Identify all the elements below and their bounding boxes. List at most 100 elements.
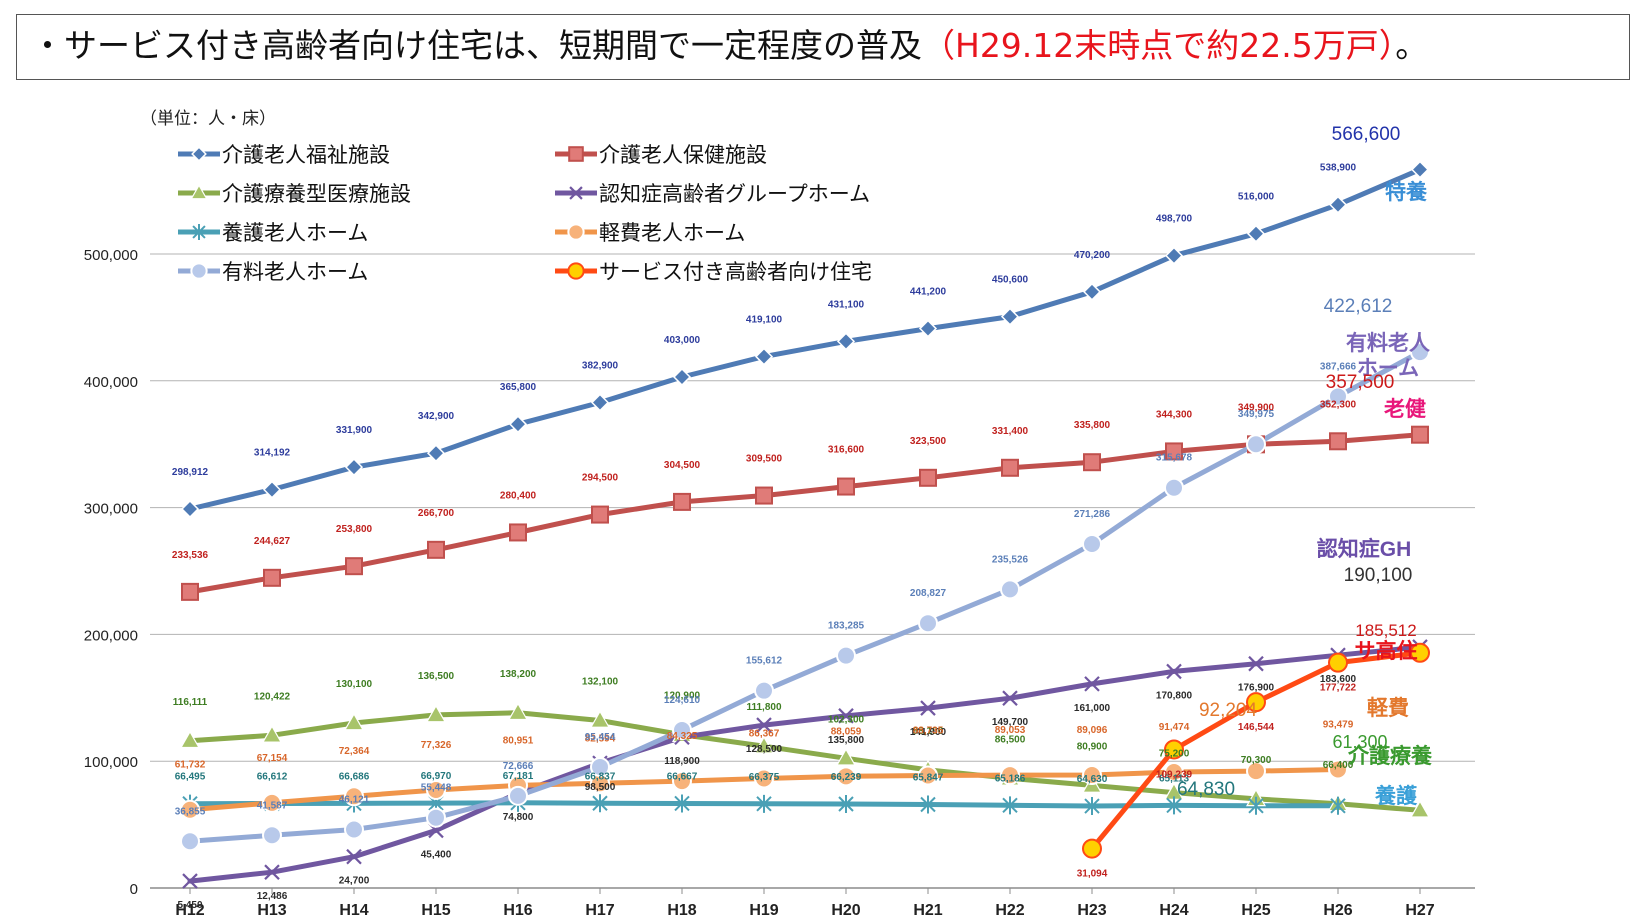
- data-point-roken: [837, 477, 855, 496]
- data-label-ryoyo: 132,100: [582, 676, 619, 687]
- data-label-yuryo: 349,975: [1238, 409, 1275, 420]
- data-label-yuryo: 36,855: [175, 806, 206, 817]
- data-label-keihi: 84,325: [667, 731, 698, 742]
- data-label-roken: 316,600: [828, 445, 865, 456]
- data-label-ryoyo: 116,111: [173, 697, 208, 708]
- data-point-yuryo: [262, 825, 282, 846]
- data-label-ryoyo: 138,200: [500, 669, 537, 680]
- data-label-tokuyou: 298,912: [172, 467, 209, 478]
- end-name-tokuyou: 特養: [1385, 180, 1428, 204]
- data-label-yogo: 66,686: [339, 771, 370, 782]
- data-point-yuryo: [344, 819, 364, 840]
- data-point-sako: [1164, 739, 1184, 760]
- x-tick-label: H17: [585, 902, 614, 919]
- data-point-tokuyou: [1000, 307, 1020, 326]
- data-point-ryoyo: [343, 712, 365, 731]
- data-point-keihi: [1328, 759, 1348, 780]
- data-point-yogo: [756, 794, 772, 813]
- data-point-tokuyou: [1082, 282, 1102, 301]
- data-label-yogo: 66,375: [749, 772, 780, 783]
- data-point-tokuyou: [1328, 195, 1348, 214]
- data-point-keihi: [1082, 765, 1102, 786]
- data-point-gh: [1002, 690, 1018, 706]
- x-tick-label: H20: [831, 902, 860, 919]
- data-label-roken: 335,800: [1074, 420, 1111, 431]
- data-point-yuryo: [1164, 477, 1184, 498]
- data-label-gh: 98,500: [585, 782, 616, 793]
- data-point-yuryo: [1246, 434, 1266, 455]
- y-tick-label: 200,000: [84, 627, 138, 644]
- data-label-keihi: 72,364: [339, 746, 370, 757]
- data-point-yuryo: [426, 807, 446, 828]
- legend-marker-yogo: [192, 224, 206, 240]
- data-point-yuryo: [918, 613, 938, 634]
- data-point-tokuyou: [590, 393, 610, 412]
- data-point-tokuyou: [1164, 246, 1184, 265]
- end-name-yuryo: 有料老人: [1346, 331, 1430, 355]
- data-label-tokuyou: 431,100: [828, 299, 865, 310]
- data-point-gh: [346, 848, 362, 865]
- legend-marker-keihi: [567, 223, 585, 241]
- data-label-keihi: 80,951: [503, 735, 534, 746]
- end-value-gh: 190,100: [1344, 565, 1413, 586]
- data-point-tokuyou: [1410, 160, 1430, 179]
- data-label-sako: 109,239: [1156, 769, 1193, 780]
- data-label-tokuyou: 498,700: [1156, 214, 1193, 225]
- legend-marker-yuryo: [190, 262, 208, 280]
- data-point-gh: [838, 708, 854, 724]
- data-label-tokuyou: 331,900: [336, 425, 373, 436]
- data-label-roken: 294,500: [582, 473, 619, 484]
- data-point-keihi: [1246, 761, 1266, 782]
- data-label-keihi: 77,326: [421, 740, 452, 751]
- data-label-keihi: 67,154: [257, 753, 288, 764]
- end-value-yuryo: 422,612: [1324, 296, 1393, 317]
- end-name-yuryo-2: ホーム: [1357, 357, 1419, 380]
- data-point-gh: [1248, 655, 1264, 672]
- data-label-roken: 352,300: [1320, 399, 1357, 410]
- x-tick-label: H26: [1323, 902, 1352, 919]
- data-point-yuryo: [1082, 534, 1102, 555]
- legend-label-yogo: 養護老人ホーム: [222, 222, 368, 245]
- data-label-yuryo: 183,285: [828, 621, 865, 632]
- data-point-sako: [1246, 692, 1266, 713]
- data-label-sako: 31,094: [1077, 869, 1108, 880]
- y-tick-label: 500,000: [84, 247, 138, 264]
- data-label-ryoyo: 120,422: [254, 691, 291, 702]
- data-point-roken: [1165, 442, 1183, 461]
- data-point-ryoyo: [425, 704, 447, 723]
- x-tick-label: H19: [749, 902, 778, 919]
- data-point-keihi: [1164, 762, 1184, 783]
- data-label-ryoyo: 130,100: [336, 679, 373, 690]
- data-point-yogo: [1248, 796, 1264, 815]
- data-label-yuryo: 124,610: [664, 695, 701, 706]
- data-label-ryoyo: 80,900: [1077, 741, 1108, 752]
- data-point-tokuyou: [918, 319, 938, 338]
- data-label-roken: 309,500: [746, 454, 783, 465]
- data-label-yuryo: 315,678: [1156, 453, 1193, 464]
- data-point-roken: [591, 505, 609, 524]
- data-label-roken: 331,400: [992, 426, 1029, 437]
- x-tick-label: H23: [1077, 902, 1106, 919]
- data-point-tokuyou: [1246, 224, 1266, 243]
- end-value-roken: 357,500: [1326, 372, 1395, 393]
- data-label-keihi: 86,367: [749, 728, 780, 739]
- data-point-gh: [1084, 676, 1100, 692]
- data-label-yogo: 65,113: [1159, 773, 1189, 784]
- x-tick-label: H25: [1241, 902, 1270, 919]
- data-label-yuryo: 155,612: [746, 656, 783, 667]
- legend-marker-tokuyou: [191, 146, 207, 162]
- data-point-roken: [263, 568, 281, 587]
- data-label-yogo: 67,181: [503, 771, 534, 782]
- data-label-yogo: 64,630: [1077, 774, 1108, 785]
- data-label-tokuyou: 403,000: [664, 335, 701, 346]
- series-line-roken: [187, 432, 1423, 595]
- data-point-ryoyo: [261, 725, 283, 743]
- data-label-roken: 244,627: [254, 536, 291, 547]
- data-label-yogo: 66,612: [257, 772, 288, 783]
- data-label-ryoyo: 111,800: [746, 702, 781, 713]
- data-label-yuryo: 72,666: [503, 761, 534, 772]
- data-label-tokuyou: 450,600: [992, 275, 1029, 286]
- data-point-yogo: [920, 795, 936, 814]
- data-point-yuryo: [1000, 579, 1020, 600]
- data-label-roken: 266,700: [418, 508, 455, 519]
